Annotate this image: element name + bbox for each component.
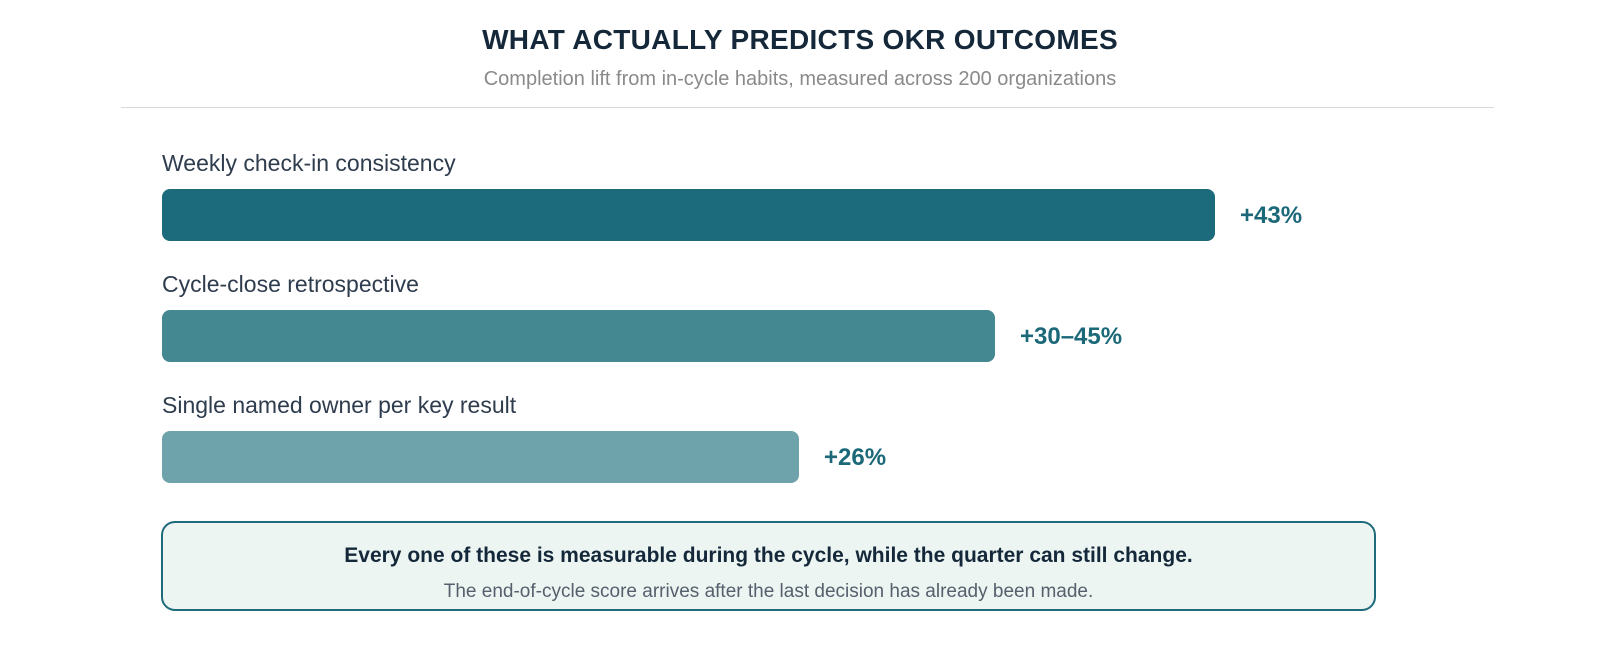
bar-value-label: +26%: [824, 444, 887, 471]
bar: [162, 189, 1215, 241]
bar-label: Weekly check-in consistency: [162, 150, 456, 176]
callout-main-text: Every one of these is measurable during …: [344, 544, 1193, 567]
bar-label: Single named owner per key result: [162, 392, 517, 418]
bar-chart: Weekly check-in consistency +43% Cycle-clo…: [162, 150, 1303, 483]
callout-box: Every one of these is measurable during …: [161, 521, 1376, 611]
bar-value-label: +43%: [1240, 202, 1303, 229]
bar: [162, 431, 799, 483]
bar-value-label: +30–45%: [1020, 323, 1123, 350]
chart-title: WHAT ACTUALLY PREDICTS OKR OUTCOMES: [482, 24, 1118, 55]
chart-subtitle: Completion lift from in-cycle habits, me…: [483, 68, 1117, 90]
bar-label: Cycle-close retrospective: [162, 271, 419, 297]
header-divider: [121, 107, 1494, 108]
callout-sub-text: The end-of-cycle score arrives after the…: [443, 581, 1094, 602]
bar: [162, 310, 995, 362]
